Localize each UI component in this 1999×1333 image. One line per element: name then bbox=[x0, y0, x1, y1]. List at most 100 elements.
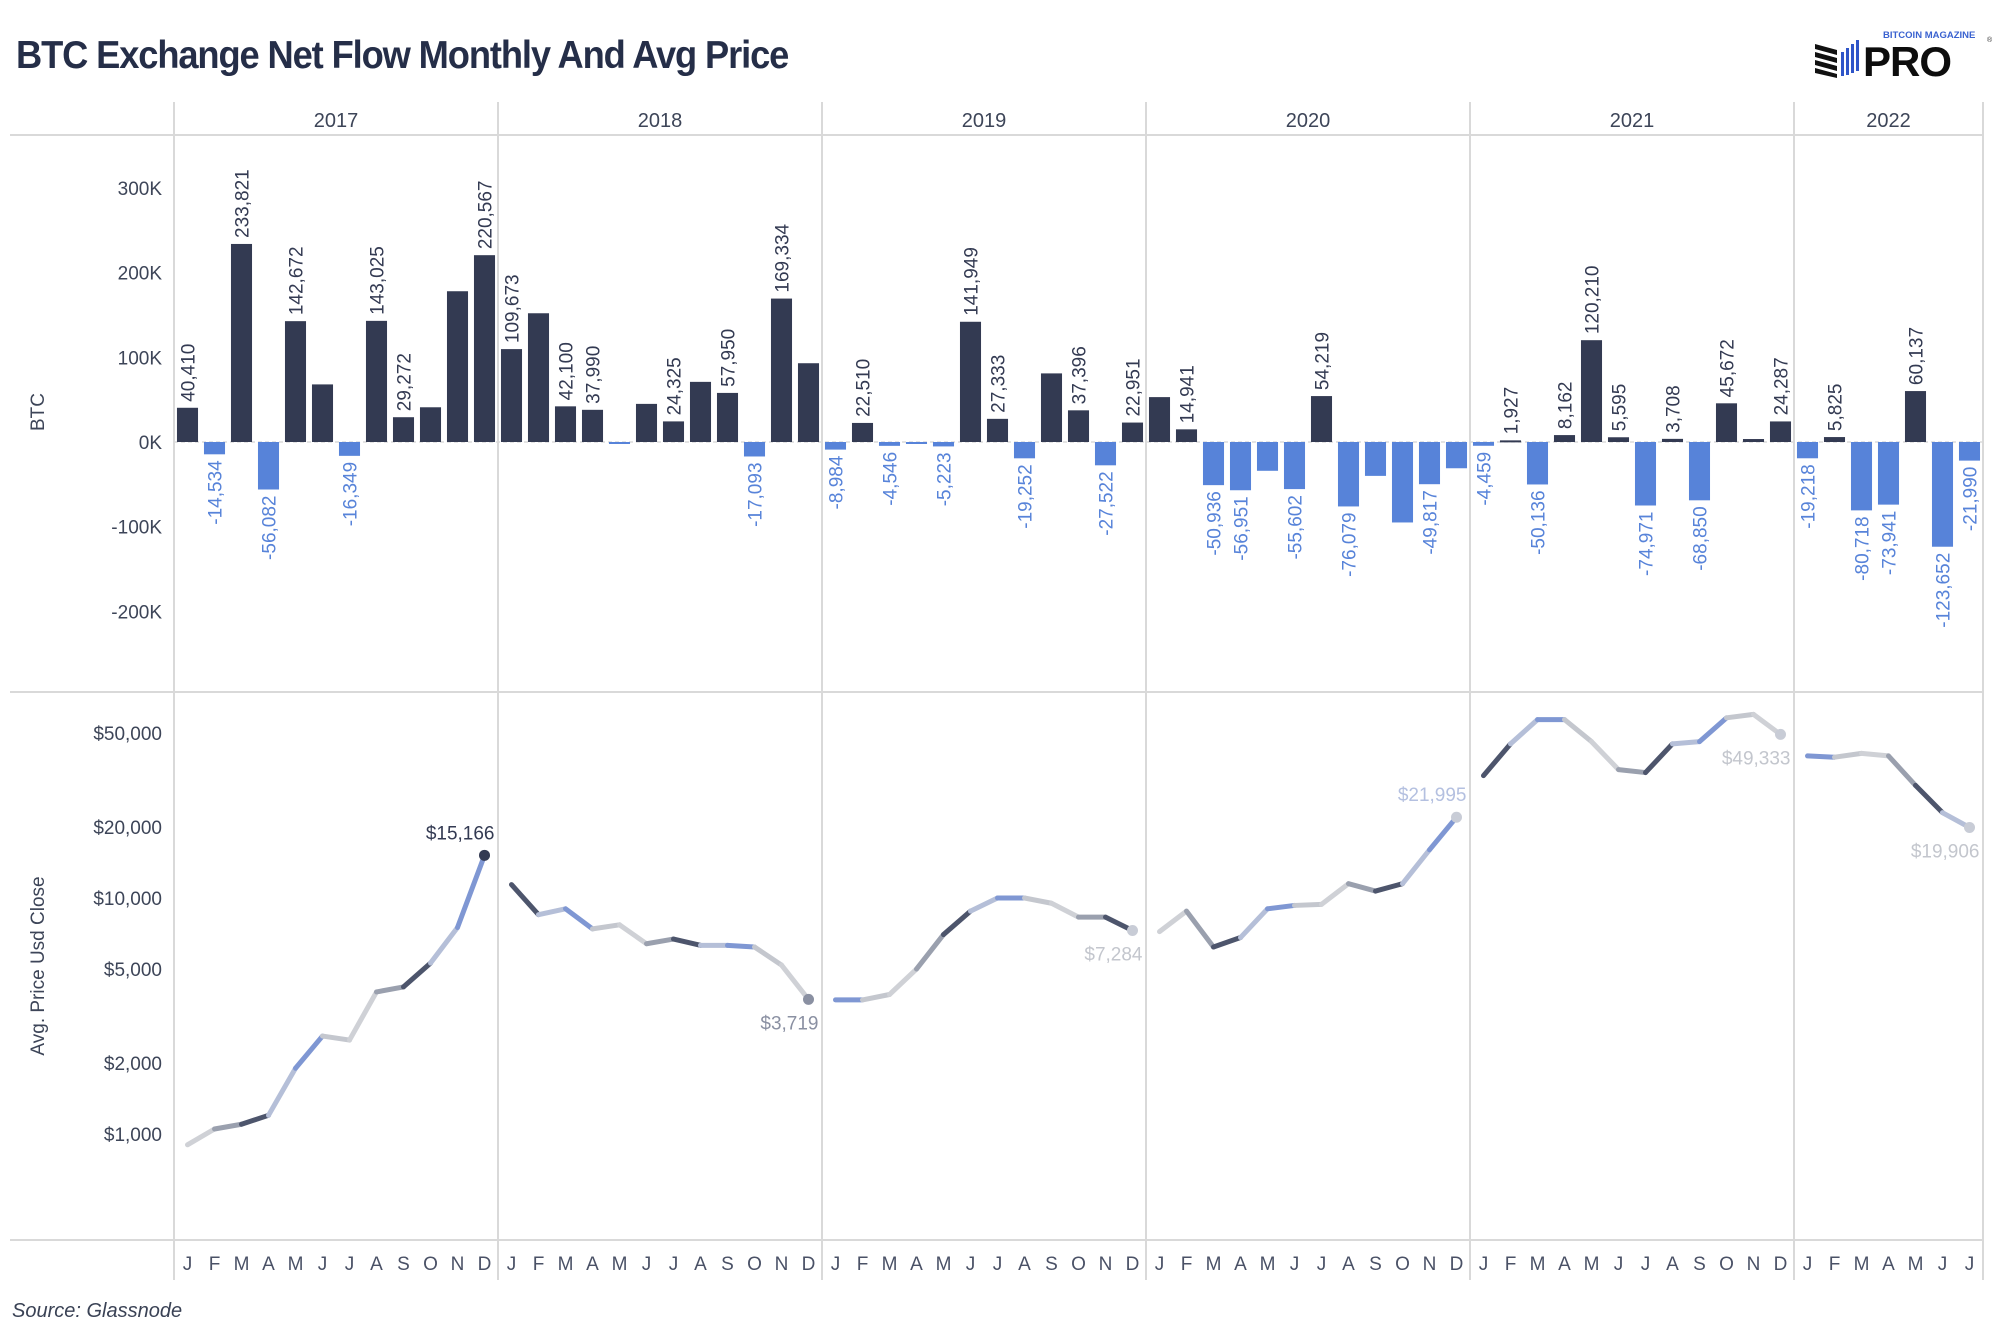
netflow-bar bbox=[311, 384, 334, 442]
bar-value-label: -4,546 bbox=[881, 452, 902, 506]
bar-value-label: -55,602 bbox=[1286, 495, 1307, 559]
month-tick-label: D bbox=[1126, 1254, 1140, 1275]
month-tick-label: S bbox=[397, 1254, 410, 1275]
netflow-bar bbox=[500, 349, 523, 442]
bar-value-label: 45,672 bbox=[1718, 339, 1739, 397]
netflow-bar bbox=[1634, 442, 1657, 506]
month-tick-label: J bbox=[1965, 1254, 1975, 1275]
netflow-bar bbox=[1823, 437, 1846, 442]
price-line-segment bbox=[1724, 711, 1756, 721]
bitcoin-magazine-pro-logo: BITCOIN MAGAZINE PRO ® bbox=[1815, 30, 1993, 80]
price-line-segment bbox=[320, 1033, 352, 1043]
netflow-bar bbox=[608, 442, 631, 444]
month-tick-label: M bbox=[936, 1254, 952, 1275]
bar-value-label: -74,971 bbox=[1637, 512, 1658, 576]
price-line-segment bbox=[1697, 715, 1729, 745]
price-end-label: $7,284 bbox=[1084, 944, 1143, 965]
netflow-bar bbox=[1931, 442, 1954, 547]
month-tick-label: A bbox=[1882, 1254, 1895, 1275]
bar-value-label: 233,821 bbox=[233, 169, 254, 238]
bar-value-label: 1,927 bbox=[1502, 387, 1523, 435]
netflow-bar bbox=[1472, 442, 1495, 446]
netflow-bar bbox=[770, 298, 793, 442]
bar-value-label: -123,652 bbox=[1934, 553, 1955, 628]
price-line-segment bbox=[239, 1112, 271, 1127]
netflow-bar bbox=[1283, 442, 1306, 490]
price-line-segment bbox=[1238, 906, 1270, 941]
netflow-bar bbox=[365, 320, 388, 442]
price-end-marker bbox=[1964, 821, 1975, 833]
netflow-y-axis-label: BTC bbox=[28, 393, 49, 431]
year-header-2021: 2021 bbox=[1610, 110, 1655, 132]
price-line-segment bbox=[1184, 908, 1216, 950]
month-tick-label: A bbox=[1342, 1254, 1355, 1275]
month-tick-label: J bbox=[1641, 1254, 1651, 1275]
price-line-segment bbox=[185, 1126, 217, 1148]
bar-value-label: 169,334 bbox=[773, 223, 794, 292]
month-tick-label: A bbox=[370, 1254, 383, 1275]
month-tick-label: A bbox=[1018, 1254, 1031, 1275]
netflow-bar bbox=[635, 403, 658, 442]
year-header-2020: 2020 bbox=[1286, 110, 1331, 132]
netflow-bar bbox=[1850, 442, 1873, 511]
month-tick-label: J bbox=[669, 1254, 679, 1275]
month-tick-label: J bbox=[1155, 1254, 1165, 1275]
price-line-segment bbox=[1319, 881, 1351, 907]
bar-value-label: -49,817 bbox=[1421, 490, 1442, 554]
netflow-bar bbox=[230, 243, 253, 442]
price-line-segment bbox=[293, 1033, 325, 1071]
bar-value-label: 24,287 bbox=[1772, 357, 1793, 415]
netflow-bar bbox=[743, 442, 766, 457]
bar-value-label: 29,272 bbox=[395, 353, 416, 411]
netflow-y-tick: 0K bbox=[139, 433, 163, 454]
netflow-bar bbox=[1769, 421, 1792, 442]
month-tick-label: N bbox=[775, 1254, 789, 1275]
chart-title: BTC Exchange Net Flow Monthly And Avg Pr… bbox=[16, 34, 789, 77]
netflow-bar bbox=[1067, 410, 1090, 442]
netflow-bar bbox=[1337, 442, 1360, 507]
price-line-segment bbox=[725, 942, 757, 950]
price-end-label: $19,906 bbox=[1911, 841, 1980, 862]
month-tick-label: A bbox=[1558, 1254, 1571, 1275]
month-tick-label: J bbox=[318, 1254, 328, 1275]
bar-value-label: -80,718 bbox=[1853, 516, 1874, 580]
bar-value-label: 54,219 bbox=[1313, 332, 1334, 390]
price-line-segment bbox=[1400, 847, 1432, 887]
bar-value-label: 60,137 bbox=[1907, 327, 1928, 385]
price-line-segment bbox=[374, 984, 406, 995]
source-note: Source: Glassnode bbox=[12, 1300, 183, 1322]
price-end-label: $21,995 bbox=[1398, 785, 1467, 806]
netflow-bar bbox=[905, 442, 928, 444]
price-line-segment bbox=[1643, 741, 1675, 776]
price-y-tick: $5,000 bbox=[104, 960, 162, 981]
month-tick-label: J bbox=[993, 1254, 1003, 1275]
bar-value-label: -73,941 bbox=[1880, 511, 1901, 575]
netflow-bar bbox=[284, 321, 307, 442]
bar-value-label: 24,325 bbox=[665, 357, 686, 415]
netflow-bar bbox=[203, 442, 226, 455]
month-tick-label: O bbox=[1071, 1254, 1086, 1275]
month-tick-label: J bbox=[1614, 1254, 1624, 1275]
netflow-bars bbox=[176, 243, 1981, 547]
price-line-segment bbox=[1832, 750, 1864, 760]
price-y-tick: $2,000 bbox=[104, 1054, 162, 1075]
month-tick-label: M bbox=[558, 1254, 574, 1275]
price-end-marker bbox=[1775, 728, 1786, 740]
netflow-bar bbox=[932, 442, 955, 447]
price-line-segment bbox=[428, 924, 460, 966]
netflow-bar bbox=[1553, 435, 1576, 442]
month-tick-label: N bbox=[1099, 1254, 1113, 1275]
netflow-bar bbox=[716, 392, 739, 442]
netflow-bar bbox=[1499, 440, 1522, 443]
bar-value-label: -27,522 bbox=[1097, 471, 1118, 535]
month-tick-label: J bbox=[1317, 1254, 1327, 1275]
month-tick-label: J bbox=[831, 1254, 841, 1275]
month-tick-label: M bbox=[1206, 1254, 1222, 1275]
bar-value-label: -4,459 bbox=[1475, 452, 1496, 506]
year-header-2017: 2017 bbox=[314, 110, 359, 132]
netflow-y-tick: -100K bbox=[111, 518, 162, 539]
netflow-bar bbox=[1202, 442, 1225, 486]
netflow-bar bbox=[1958, 442, 1981, 461]
price-line-segment bbox=[617, 922, 649, 947]
